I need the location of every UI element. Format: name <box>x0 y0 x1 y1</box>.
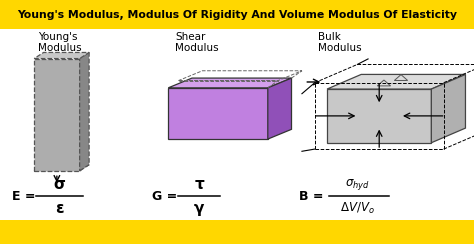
Polygon shape <box>168 78 292 88</box>
Text: Bulk
Modulus: Bulk Modulus <box>318 32 361 53</box>
Text: Young's Modulus, Modulus Of Rigidity And Volume Modulus Of Elasticity: Young's Modulus, Modulus Of Rigidity And… <box>17 10 457 20</box>
Polygon shape <box>431 74 465 143</box>
Bar <box>0 220 474 244</box>
Text: ε: ε <box>55 201 64 216</box>
Text: σ: σ <box>53 177 65 192</box>
Polygon shape <box>327 89 431 143</box>
Text: G =: G = <box>152 190 181 203</box>
Polygon shape <box>34 165 89 171</box>
Polygon shape <box>34 52 89 59</box>
Text: $\Delta V/V_o$: $\Delta V/V_o$ <box>340 201 375 216</box>
Text: B =: B = <box>299 190 328 203</box>
Polygon shape <box>268 78 292 139</box>
Bar <box>0 0 474 29</box>
Polygon shape <box>80 52 89 171</box>
Text: Shear
Modulus: Shear Modulus <box>175 32 219 53</box>
Polygon shape <box>34 59 80 171</box>
Text: Young's
Modulus: Young's Modulus <box>38 32 82 53</box>
Text: τ: τ <box>194 177 204 192</box>
Text: γ: γ <box>194 201 204 216</box>
Polygon shape <box>168 88 268 139</box>
Text: E =: E = <box>12 190 40 203</box>
Text: $\sigma_{hyd}$: $\sigma_{hyd}$ <box>346 177 370 192</box>
Polygon shape <box>327 74 465 89</box>
